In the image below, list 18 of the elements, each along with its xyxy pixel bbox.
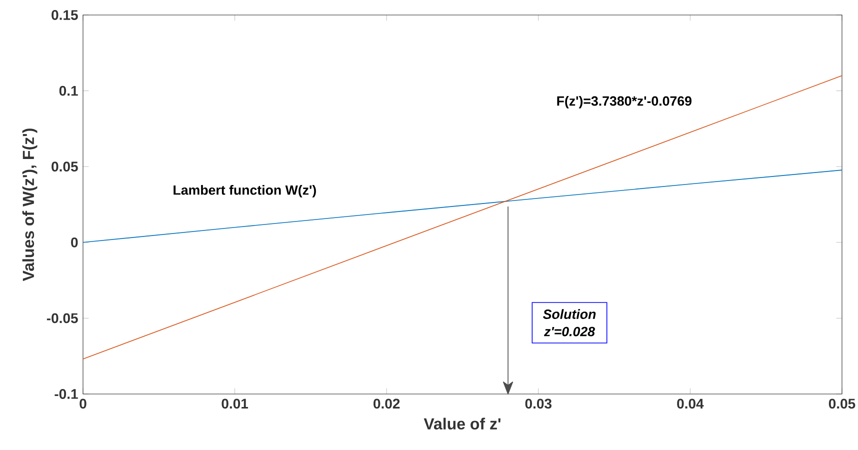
x-tick-label: 0	[80, 398, 86, 409]
y-tick-label: -0.05	[46, 313, 78, 324]
x-tick-label: 0.04	[677, 398, 704, 409]
x-tick-label: 0.01	[222, 398, 248, 409]
line-series	[82, 170, 842, 243]
y-tick-label: 0.05	[52, 162, 78, 172]
x-tick-label: 0.02	[374, 398, 400, 409]
series-label: F(z')=3.7380*z'-0.0769	[557, 96, 692, 108]
annotation: Solution z'=0.028	[543, 309, 596, 336]
y-axis-title: Values of W(z'), F(z')	[22, 128, 38, 282]
y-tick-label: -0.1	[54, 389, 78, 399]
y-tick-label: 0	[71, 237, 78, 248]
x-axis-title: Value of z'	[424, 418, 500, 430]
y-tick-label: 0.15	[52, 10, 78, 20]
x-tick-label: 0.05	[828, 398, 856, 409]
y-tick-label: 0.1	[59, 86, 78, 96]
x-tick-label: 0.03	[525, 398, 552, 409]
series-label: Lambert function W(z')	[174, 185, 316, 198]
